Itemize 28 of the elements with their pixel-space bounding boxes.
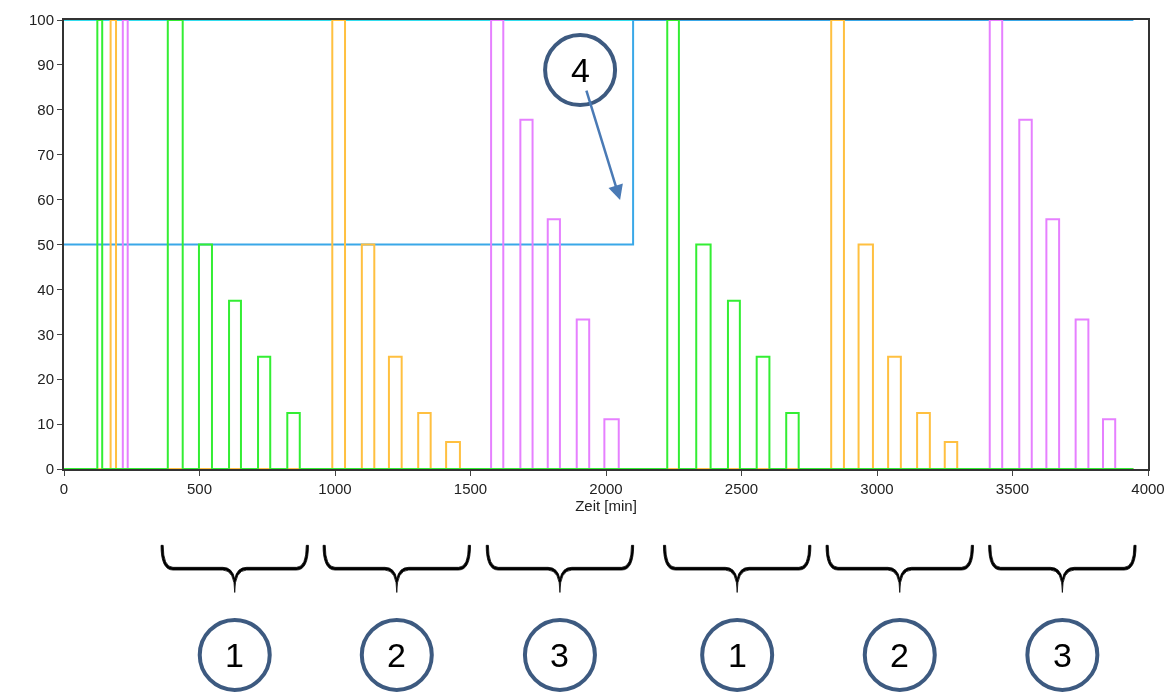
y-tick-label: 10 bbox=[37, 415, 54, 433]
y-tick-label: 70 bbox=[37, 145, 54, 163]
text: 1 bbox=[225, 636, 244, 674]
x-tick-label: 1500 bbox=[453, 480, 488, 497]
y-tick-label: 90 bbox=[37, 56, 54, 74]
y-tick-label: 20 bbox=[37, 370, 54, 388]
y-tick-label: 100 bbox=[28, 11, 54, 29]
x-tick-label: 2500 bbox=[724, 480, 759, 497]
text: 2 bbox=[387, 636, 406, 674]
text: 3 bbox=[1053, 636, 1072, 674]
x-tick-label: 500 bbox=[186, 480, 213, 497]
x-tick-label: 1000 bbox=[318, 480, 352, 497]
text: 2 bbox=[890, 636, 909, 674]
x-tick-label: 3500 bbox=[995, 480, 1030, 497]
y-tick-label: 50 bbox=[37, 235, 54, 253]
x-axis-title: Zeit [min] bbox=[575, 497, 637, 514]
y-tick-label: 60 bbox=[37, 190, 54, 208]
x-tick-label: 3000 bbox=[860, 480, 894, 497]
x-tick-label: 0 bbox=[59, 480, 69, 497]
x-tick-label: 4000 bbox=[1131, 480, 1165, 497]
text: 1 bbox=[728, 636, 747, 674]
text: 3 bbox=[550, 636, 569, 674]
x-tick-label: 2000 bbox=[589, 480, 623, 497]
y-tick-label: 0 bbox=[45, 460, 54, 478]
y-tick-label: 30 bbox=[37, 325, 54, 343]
y-tick-label: 40 bbox=[37, 280, 54, 298]
annotation: 4 bbox=[571, 51, 590, 89]
y-tick-label: 80 bbox=[37, 101, 54, 119]
